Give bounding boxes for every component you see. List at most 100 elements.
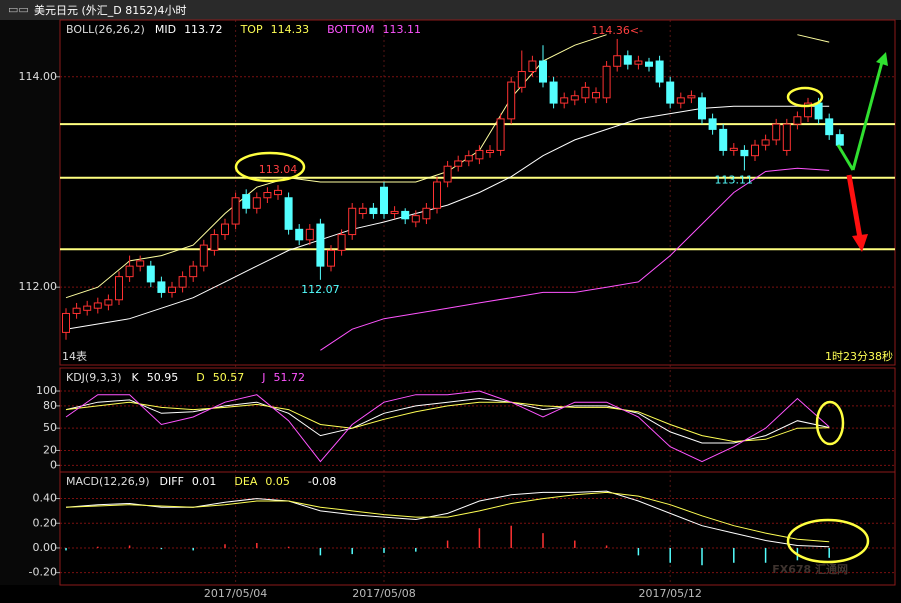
candle-body (62, 312, 70, 333)
macd-line (65, 491, 830, 543)
readout-label: K (132, 371, 140, 384)
panel-frame (59, 471, 896, 586)
title-bar (0, 0, 901, 20)
indicator-line (65, 397, 830, 444)
readout-value: 113.72 (184, 23, 223, 36)
candle-body (369, 207, 378, 215)
arrowhead (852, 234, 868, 252)
indicator-line (65, 390, 830, 463)
x-tick-label: 2017/05/12 (638, 587, 701, 600)
readout-label: D (196, 371, 204, 384)
highlight-ellipse (815, 400, 845, 446)
candle-body (592, 92, 600, 99)
candle-body (411, 215, 420, 223)
candle-body (422, 207, 431, 220)
candle-body (348, 207, 357, 236)
candle-body (539, 60, 547, 83)
candle-body (698, 97, 706, 120)
candle-body (740, 149, 749, 157)
candle-body (252, 197, 261, 209)
candle-body (115, 276, 123, 301)
candle-body (454, 160, 463, 167)
panel-frame (59, 19, 896, 366)
candle-body (804, 102, 812, 118)
candle-body (793, 116, 802, 125)
candle-body (189, 265, 198, 278)
annotation: 113.04 (259, 163, 298, 176)
readout-value: 50.95 (147, 371, 179, 384)
panel-frame (59, 367, 896, 473)
y-tick-label: 80 (43, 399, 57, 412)
x-tick-label: 2017/05/04 (204, 587, 267, 600)
candle-body (72, 307, 81, 314)
candle-body (242, 194, 251, 209)
candle-body (83, 305, 92, 311)
candle-body (835, 134, 844, 146)
candle-body (443, 165, 452, 183)
candle-body (507, 81, 516, 120)
candle-body (825, 118, 834, 136)
candle-body (581, 86, 590, 99)
highlight-ellipse (786, 86, 824, 108)
y-tick-label: 20 (43, 443, 57, 456)
candle-body (655, 60, 664, 83)
candle-body (274, 189, 282, 196)
candle-body (687, 95, 696, 99)
candle-body (486, 149, 494, 154)
watermark: FX678 汇通网 (772, 563, 848, 576)
candle-body (327, 249, 335, 267)
candle-body (284, 197, 293, 230)
candle-body (761, 139, 770, 146)
candle-body (93, 302, 102, 309)
annotation: 113.11 (715, 173, 754, 186)
candle-body (168, 286, 176, 293)
y-tick-label: 114.00 (19, 70, 58, 83)
candle-body (305, 228, 314, 241)
candle-body (146, 265, 155, 283)
candle-body (560, 97, 569, 104)
annotation: 112.07 (301, 283, 340, 296)
readout-value: 51.72 (273, 371, 305, 384)
candle-body (814, 102, 823, 120)
candle-body (433, 181, 441, 209)
candle-body (199, 244, 208, 267)
y-tick-label: 0.20 (33, 516, 58, 529)
candle-body (613, 55, 622, 67)
candle-body (316, 223, 325, 267)
arrow (846, 174, 863, 239)
arrow (836, 144, 855, 171)
macd-line (65, 490, 830, 548)
candle-body (210, 234, 219, 251)
readout-label: TOP (240, 23, 263, 36)
candle-body (295, 228, 304, 241)
chart-title: 美元日元 (外汇_D 8152)4小时 (34, 4, 187, 17)
candle-body (475, 149, 484, 160)
readout-label: MID (155, 23, 176, 36)
readout-value: 114.33 (271, 23, 310, 36)
readout-value: 50.57 (213, 371, 245, 384)
candle-body (729, 147, 738, 151)
indicator-name: MACD(12,26,9) (66, 475, 150, 488)
candle-body (570, 95, 579, 101)
y-tick-label: 50 (43, 421, 57, 434)
candle-body (634, 60, 643, 65)
annotation: 114.36<- (591, 24, 643, 37)
y-tick-label: 0.40 (33, 492, 58, 505)
candle-body (666, 81, 675, 104)
readout-label: DEA (234, 475, 257, 488)
readout-label: J (261, 371, 265, 384)
x-tick-label: 2017/05/08 (352, 587, 415, 600)
readout-value: 0.01 (192, 475, 217, 488)
readout-label: DIFF (160, 475, 184, 488)
arrow (851, 61, 884, 171)
readout-label: BOTTOM (327, 23, 374, 36)
y-tick-label: 100 (36, 384, 57, 397)
arrowhead (876, 52, 888, 66)
y-tick-label: 112.00 (19, 280, 58, 293)
candle-body (496, 118, 505, 151)
boll-line (65, 34, 830, 299)
candle-body (104, 299, 113, 306)
y-tick-label: 0.00 (33, 541, 58, 554)
window-icon: ▭▭ (8, 3, 29, 16)
